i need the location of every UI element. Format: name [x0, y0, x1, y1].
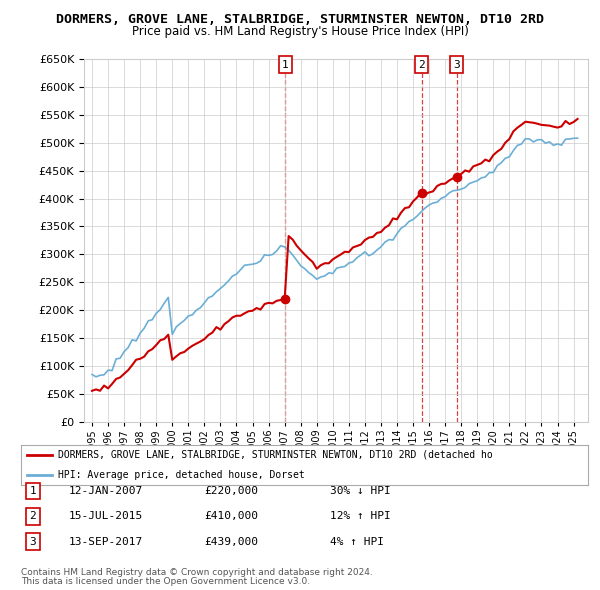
Text: 1: 1 — [29, 486, 37, 496]
Text: 12% ↑ HPI: 12% ↑ HPI — [330, 512, 391, 521]
Text: 13-SEP-2017: 13-SEP-2017 — [69, 537, 143, 546]
Text: 12-JAN-2007: 12-JAN-2007 — [69, 486, 143, 496]
Text: Price paid vs. HM Land Registry's House Price Index (HPI): Price paid vs. HM Land Registry's House … — [131, 25, 469, 38]
Text: This data is licensed under the Open Government Licence v3.0.: This data is licensed under the Open Gov… — [21, 578, 310, 586]
Text: £220,000: £220,000 — [204, 486, 258, 496]
Text: HPI: Average price, detached house, Dorset: HPI: Average price, detached house, Dors… — [58, 470, 305, 480]
Text: 2: 2 — [29, 512, 37, 521]
Text: 3: 3 — [29, 537, 37, 546]
Text: DORMERS, GROVE LANE, STALBRIDGE, STURMINSTER NEWTON, DT10 2RD (detached ho: DORMERS, GROVE LANE, STALBRIDGE, STURMIN… — [58, 450, 493, 460]
Text: 4% ↑ HPI: 4% ↑ HPI — [330, 537, 384, 546]
Text: 15-JUL-2015: 15-JUL-2015 — [69, 512, 143, 521]
Text: 2: 2 — [418, 60, 425, 70]
Text: 30% ↓ HPI: 30% ↓ HPI — [330, 486, 391, 496]
Text: £439,000: £439,000 — [204, 537, 258, 546]
Text: Contains HM Land Registry data © Crown copyright and database right 2024.: Contains HM Land Registry data © Crown c… — [21, 568, 373, 577]
Text: £410,000: £410,000 — [204, 512, 258, 521]
Text: DORMERS, GROVE LANE, STALBRIDGE, STURMINSTER NEWTON, DT10 2RD: DORMERS, GROVE LANE, STALBRIDGE, STURMIN… — [56, 13, 544, 26]
Text: 1: 1 — [282, 60, 289, 70]
Text: 3: 3 — [453, 60, 460, 70]
